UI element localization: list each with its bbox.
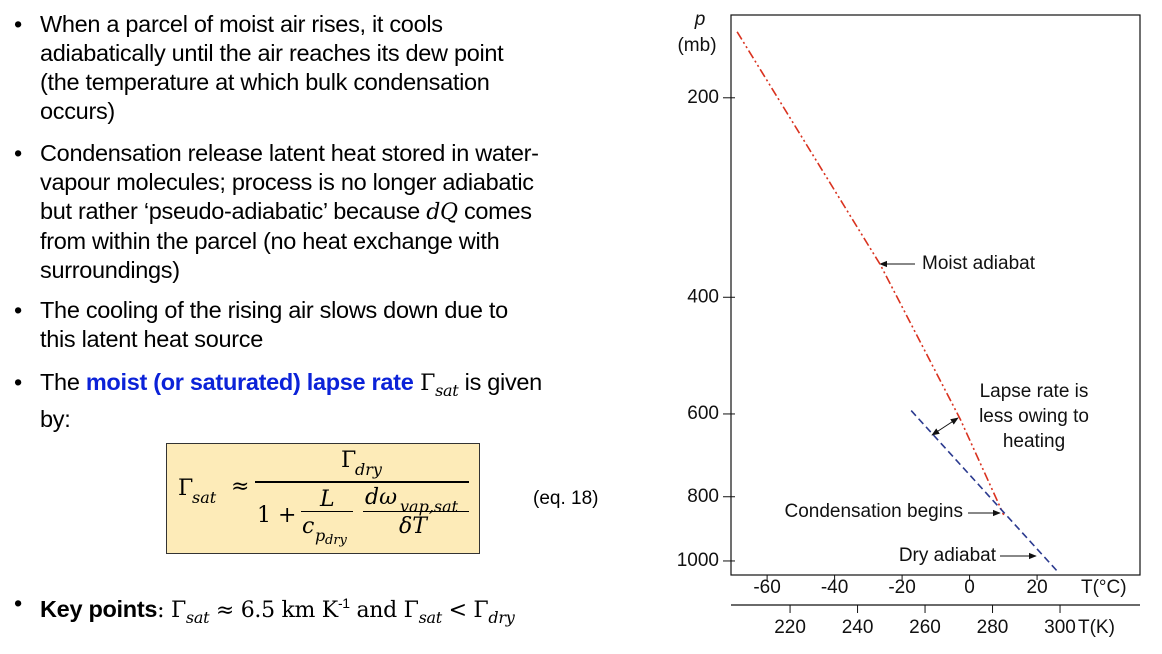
plot-frame — [730, 14, 1141, 576]
math: dω — [365, 485, 398, 510]
text: The cooling of the rising air slows down… — [40, 297, 508, 323]
math: dQ — [426, 200, 458, 225]
bullet: The cooling of the rising air slows down… — [14, 296, 660, 354]
text: Condensation release latent heat stored … — [40, 140, 539, 166]
math: Γ — [178, 476, 194, 501]
annotation: Moist adiabat — [922, 253, 1036, 274]
y-tick-label: 800 — [687, 486, 719, 507]
math-sub: sat — [435, 381, 459, 400]
math-sub: dry — [355, 460, 382, 479]
math-sup: -1 — [337, 595, 350, 611]
text: but rather ‘pseudo-adiabatic’ because — [40, 198, 427, 224]
x-axis-label: T(°C) — [1081, 577, 1127, 598]
x2-tick-label: 280 — [977, 617, 1009, 638]
bullet: Condensation release latent heat stored … — [14, 139, 660, 285]
math: and Γ — [349, 598, 419, 623]
math-sub: dry — [488, 608, 515, 627]
text: occurs) — [40, 98, 115, 124]
annotation: Dry adiabat — [899, 545, 997, 566]
bullet: Key points: Γsat ≈ 6.5 km K-1 and Γsat <… — [14, 589, 660, 632]
text: The — [40, 369, 86, 395]
annotation: Lapse rate is — [980, 381, 1089, 402]
math-sub: p — [315, 526, 326, 545]
x2-tick-label: 240 — [842, 617, 874, 638]
text: vapour molecules; process is no longer a… — [40, 169, 534, 195]
x-tick-label: -60 — [753, 577, 780, 598]
text: by: — [40, 406, 71, 432]
text: this latent heat source — [40, 326, 264, 352]
annotation: Condensation begins — [784, 501, 963, 522]
y-tick-label: 1000 — [677, 550, 719, 571]
y-tick-label: 400 — [687, 286, 719, 307]
y-tick-label: 200 — [687, 87, 719, 108]
text: (the temperature at which bulk condensat… — [40, 69, 490, 95]
math-sub: sat — [185, 608, 210, 627]
x-tick-label: -20 — [888, 577, 915, 598]
text: surroundings) — [40, 257, 180, 283]
annotation: heating — [1003, 431, 1065, 452]
fraction-bar — [301, 511, 353, 513]
math: c — [302, 514, 315, 539]
math: ≈ — [231, 474, 250, 499]
x2-tick-label: 260 — [909, 617, 941, 638]
math: ≈ 6.5 km K — [209, 598, 338, 623]
math: L — [320, 487, 335, 512]
bullet: When a parcel of moist air rises, it coo… — [14, 10, 660, 126]
text: comes — [457, 198, 532, 224]
text: is given — [458, 369, 543, 395]
text: from within the parcel (no heat exchange… — [40, 228, 500, 254]
x-tick-label: 20 — [1027, 577, 1048, 598]
y-axis-label: p — [694, 9, 706, 30]
math-sub: sat — [418, 608, 443, 627]
x2-axis-label: T(K) — [1078, 617, 1115, 638]
y-tick-label: 600 — [687, 403, 719, 424]
series-line — [910, 410, 1059, 573]
fraction-bar — [255, 481, 469, 483]
annotation: less owing to — [979, 406, 1089, 427]
math-sub: dry — [325, 533, 347, 548]
math: δT — [399, 514, 427, 539]
equation-box: Γ sat ≈ Γ dry 1 + L c p dry dω vap,sat δ… — [166, 443, 480, 554]
x2-tick-label: 220 — [774, 617, 806, 638]
bullet: The moist (or saturated) lapse rate Γsat… — [14, 368, 660, 434]
arrow — [931, 417, 959, 436]
text: adiabatically until the air reaches its … — [40, 40, 504, 66]
x-tick-label: -40 — [821, 577, 848, 598]
y-axis-unit: (mb) — [677, 35, 716, 56]
math: Γ — [341, 448, 357, 473]
math: : Γ — [157, 598, 186, 623]
x-tick-label: 0 — [964, 577, 975, 598]
math: Γ — [413, 371, 436, 396]
text: Key points — [40, 596, 158, 622]
highlight: moist (or saturated) lapse rate — [85, 369, 414, 395]
series-line — [736, 31, 1005, 516]
x2-tick-label: 300 — [1044, 617, 1076, 638]
math: < Γ — [441, 598, 489, 623]
text: When a parcel of moist air rises, it coo… — [40, 11, 443, 37]
math-sub: sat — [192, 488, 217, 507]
math: 1 + — [257, 503, 297, 528]
fraction-bar — [363, 511, 469, 513]
equation-label: (eq. 18) — [533, 488, 599, 509]
